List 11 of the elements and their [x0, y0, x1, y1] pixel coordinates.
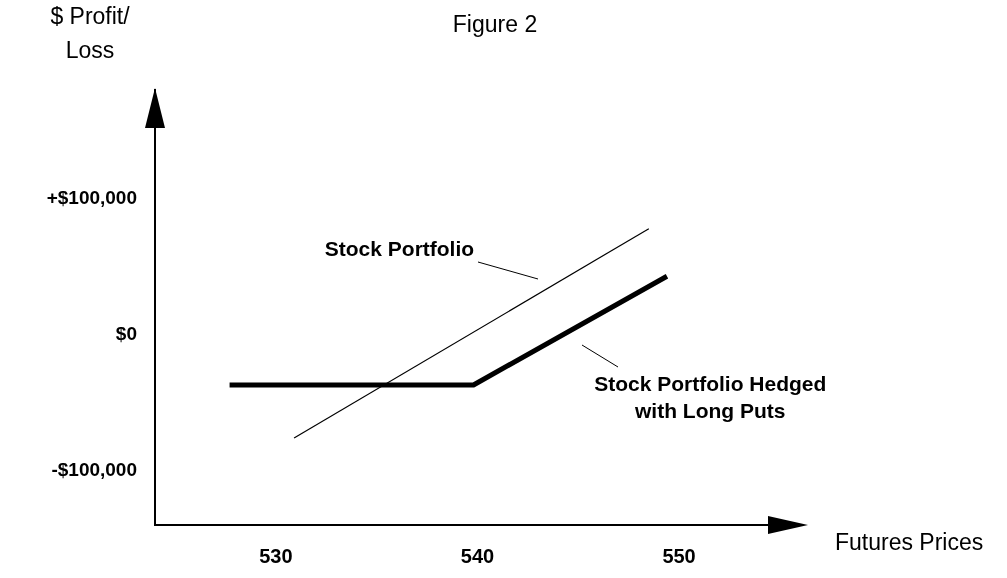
- x-axis-title: Futures Prices: [835, 529, 984, 556]
- x-tick-label: 530: [259, 544, 293, 567]
- chart-title: Figure 2: [452, 11, 538, 38]
- text: Stock Portfolio: [324, 237, 475, 261]
- y-axis-title: $ Profit/ Loss: [50, 3, 131, 64]
- x-tick-label: 540: [460, 544, 495, 567]
- y-tick-label: $0: [115, 322, 137, 344]
- y-tick-label: +$100,000: [46, 186, 137, 208]
- legend-label: Stock Portfolio Hedged with Long Puts: [594, 372, 827, 423]
- y-tick-label: -$100,000: [51, 458, 137, 480]
- x-tick-label: 550: [662, 544, 696, 567]
